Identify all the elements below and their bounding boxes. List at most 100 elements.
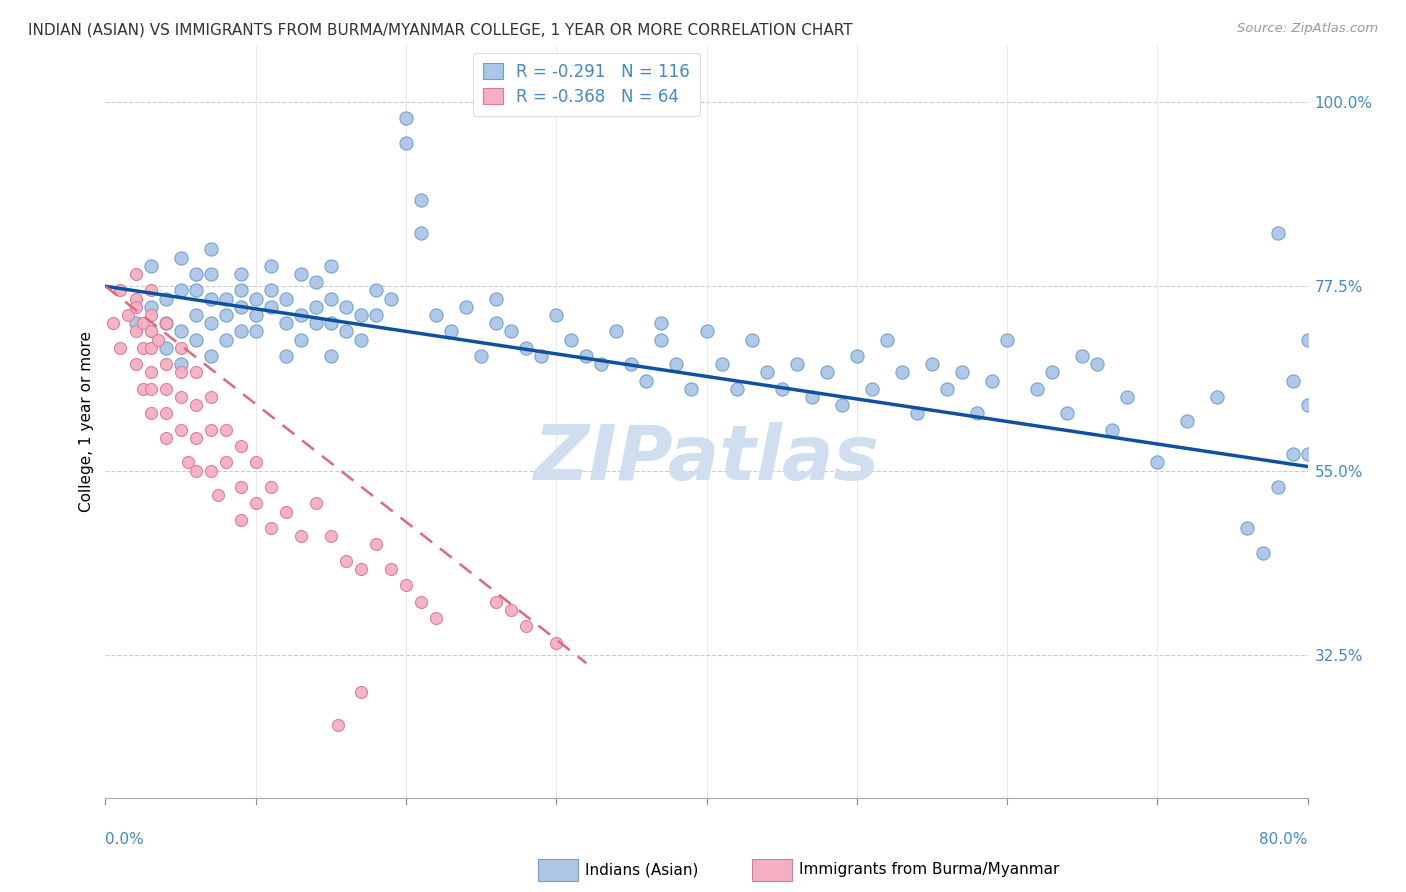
Text: 80.0%: 80.0% bbox=[1260, 832, 1308, 847]
Point bbox=[395, 112, 418, 126]
Point bbox=[155, 431, 177, 445]
Point bbox=[124, 292, 146, 306]
Point bbox=[335, 324, 357, 338]
Point bbox=[800, 390, 823, 404]
Point bbox=[139, 259, 162, 273]
Point bbox=[470, 349, 492, 363]
Point bbox=[1085, 357, 1108, 371]
Point bbox=[440, 324, 463, 338]
Point bbox=[335, 300, 357, 314]
Point bbox=[290, 333, 312, 347]
Point bbox=[184, 284, 207, 298]
Point bbox=[229, 284, 252, 298]
Point bbox=[177, 455, 200, 469]
Point bbox=[425, 611, 447, 625]
Point bbox=[501, 603, 523, 617]
Point bbox=[1101, 423, 1123, 437]
Point bbox=[139, 341, 162, 355]
Point bbox=[350, 685, 373, 699]
Point bbox=[155, 406, 177, 420]
Point bbox=[981, 374, 1004, 388]
Point bbox=[328, 717, 350, 731]
Point bbox=[260, 480, 283, 494]
Point bbox=[364, 284, 387, 298]
Point bbox=[139, 365, 162, 379]
Point bbox=[350, 562, 373, 576]
Point bbox=[124, 267, 146, 281]
Point bbox=[1251, 545, 1274, 559]
Point bbox=[169, 390, 191, 404]
Point bbox=[936, 382, 959, 396]
Point bbox=[132, 341, 155, 355]
Point bbox=[560, 333, 582, 347]
Text: ZIPatlas: ZIPatlas bbox=[533, 422, 880, 496]
Point bbox=[274, 349, 297, 363]
Point bbox=[155, 382, 177, 396]
Point bbox=[786, 357, 808, 371]
Point bbox=[184, 398, 207, 412]
Point bbox=[169, 324, 191, 338]
Point bbox=[290, 267, 312, 281]
Point bbox=[1146, 455, 1168, 469]
Point bbox=[409, 226, 432, 240]
Point bbox=[184, 308, 207, 322]
Point bbox=[124, 316, 146, 330]
Point bbox=[1056, 406, 1078, 420]
Point bbox=[485, 292, 508, 306]
Point bbox=[169, 423, 191, 437]
Point bbox=[200, 243, 222, 257]
Point bbox=[146, 333, 169, 347]
Point bbox=[1026, 382, 1049, 396]
FancyBboxPatch shape bbox=[538, 859, 578, 881]
Point bbox=[200, 464, 222, 478]
Point bbox=[274, 292, 297, 306]
Point bbox=[184, 267, 207, 281]
Point bbox=[184, 333, 207, 347]
Point bbox=[575, 349, 598, 363]
Point bbox=[155, 316, 177, 330]
Point bbox=[169, 341, 191, 355]
Point bbox=[214, 333, 236, 347]
Point bbox=[139, 324, 162, 338]
Point bbox=[200, 423, 222, 437]
Point bbox=[200, 267, 222, 281]
Point bbox=[1296, 398, 1319, 412]
Point bbox=[305, 275, 328, 289]
Point bbox=[245, 455, 267, 469]
Point bbox=[319, 259, 342, 273]
Text: Indians (Asian): Indians (Asian) bbox=[585, 863, 699, 877]
Point bbox=[260, 284, 283, 298]
Point bbox=[207, 488, 229, 502]
Point bbox=[1281, 374, 1303, 388]
Point bbox=[229, 480, 252, 494]
Point bbox=[260, 300, 283, 314]
Point bbox=[132, 382, 155, 396]
Point bbox=[636, 374, 658, 388]
Point bbox=[425, 308, 447, 322]
Point bbox=[290, 529, 312, 543]
Point bbox=[274, 316, 297, 330]
Point bbox=[591, 357, 613, 371]
Y-axis label: College, 1 year or more: College, 1 year or more bbox=[79, 331, 94, 512]
Point bbox=[665, 357, 688, 371]
Point bbox=[546, 635, 568, 649]
Point bbox=[260, 521, 283, 535]
Point bbox=[290, 308, 312, 322]
Point bbox=[184, 464, 207, 478]
Point bbox=[696, 324, 718, 338]
Point bbox=[876, 333, 898, 347]
Point bbox=[1236, 521, 1258, 535]
Point bbox=[1175, 414, 1198, 429]
Point bbox=[155, 292, 177, 306]
Point bbox=[260, 259, 283, 273]
Point bbox=[305, 316, 328, 330]
FancyBboxPatch shape bbox=[752, 859, 792, 881]
Point bbox=[1206, 390, 1229, 404]
Point bbox=[245, 308, 267, 322]
Point bbox=[124, 357, 146, 371]
Point bbox=[229, 439, 252, 453]
Point bbox=[350, 308, 373, 322]
Point bbox=[214, 308, 236, 322]
Point bbox=[380, 292, 402, 306]
Point bbox=[229, 267, 252, 281]
